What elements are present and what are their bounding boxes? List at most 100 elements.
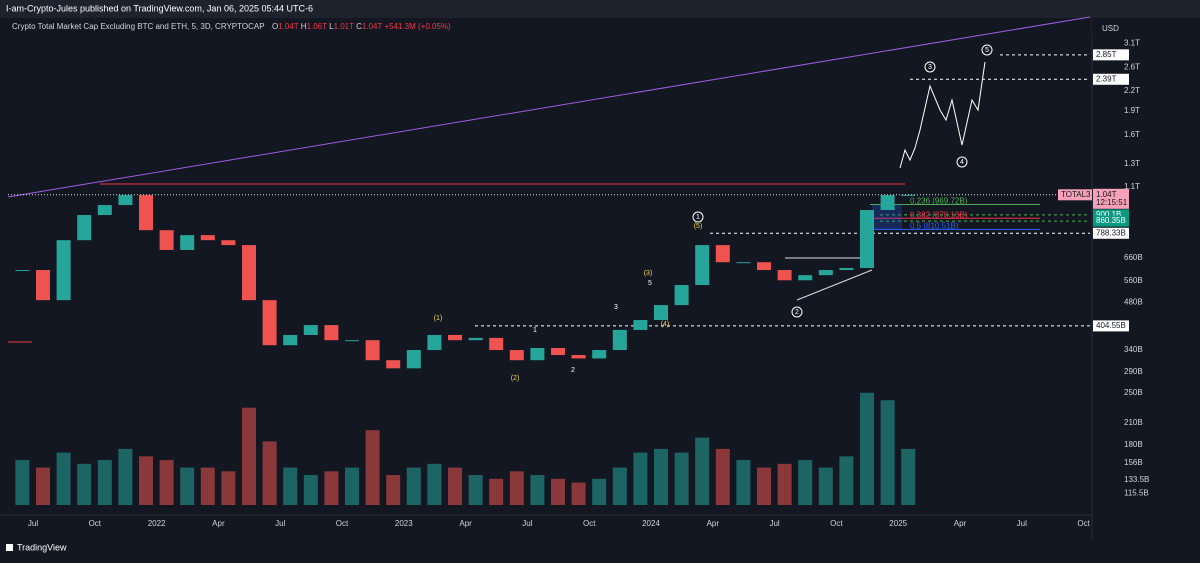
price-marker-label: 404.55B [1096, 321, 1126, 330]
volume-bar [901, 448, 916, 505]
candle [406, 350, 421, 369]
volume-bar [633, 452, 648, 505]
candle [818, 270, 833, 276]
wave-circle [956, 156, 968, 168]
wave-label: 1 [696, 214, 700, 221]
candle [427, 334, 442, 351]
y-tick-label: 1.6T [1124, 130, 1140, 139]
volume-bar [77, 463, 92, 505]
currency[interactable]: USD [1102, 24, 1119, 33]
volume-bar [324, 471, 339, 505]
legend-ohlc: O1.04T H1.06T L1.01T C1.04T +541.3M (+0.… [272, 22, 451, 31]
legend-symbol: Crypto Total Market Cap Excluding BTC an… [12, 22, 265, 31]
fib-label: 0.236 (969.72B) [910, 197, 968, 206]
fib-label: 0.382 (878.16B) [910, 210, 968, 219]
wave-circle [924, 61, 936, 73]
candle [139, 195, 153, 231]
volume-bar [448, 467, 462, 505]
y-tick-label: 560B [1124, 276, 1143, 285]
volume-bar [283, 467, 298, 505]
candle [798, 275, 813, 281]
volume-bar [242, 407, 256, 505]
projection-path [899, 61, 986, 169]
y-tick-label: 480B [1124, 297, 1143, 306]
wave-label: 4 [960, 159, 964, 166]
c: 1.04T [362, 22, 383, 31]
currency-box [1092, 18, 1200, 38]
candle [345, 340, 359, 342]
candle [654, 305, 668, 321]
wave-circle [981, 44, 993, 56]
volume-bar [777, 463, 792, 505]
y-tick-label: 340B [1124, 345, 1143, 354]
volume-bar [798, 460, 813, 505]
y-tick-label: 1.1T [1124, 182, 1140, 191]
candle [56, 240, 71, 301]
candle [736, 262, 751, 264]
volume-bar [489, 478, 504, 505]
volume-bar [530, 475, 545, 505]
volume-bar [880, 400, 895, 505]
y-tick-label: 1.9T [1124, 106, 1140, 115]
price-marker-label: 2.85T [1096, 50, 1117, 59]
volume-bar [715, 448, 730, 505]
o: 1.04T [278, 22, 299, 31]
candle [468, 337, 483, 341]
volume-bar [56, 452, 71, 505]
last-price-label: 1.04T [1096, 190, 1117, 199]
volume-bar [674, 452, 689, 505]
y-tick-label: 1.3T [1124, 159, 1140, 168]
candle [489, 337, 504, 351]
y-tick-label: 3.1T [1124, 38, 1140, 47]
candle [386, 360, 401, 369]
price-marker-box [1093, 227, 1129, 239]
x-tick-label: Jul [522, 519, 532, 528]
price-marker-box [1093, 320, 1129, 332]
candle [757, 262, 771, 271]
volume-bar [386, 475, 401, 505]
x-tick-label: Apr [212, 519, 225, 528]
volume-bar [97, 460, 112, 505]
candle [674, 285, 689, 306]
volume-tick-label: 156B [1124, 458, 1143, 467]
x-tick-label: Oct [583, 519, 596, 528]
candle [242, 245, 256, 301]
h: 1.06T [307, 22, 328, 31]
wave-label: 2 [571, 367, 575, 374]
price-marker-box [1093, 73, 1129, 85]
candle [262, 300, 277, 346]
price-marker-label: 788.33B [1096, 228, 1126, 237]
volume-bar [15, 460, 30, 505]
volume-bar [200, 467, 215, 505]
h-key: H [301, 22, 307, 31]
volume-bar [118, 448, 133, 505]
y-tick-label: 660B [1124, 253, 1143, 262]
price-marker-box [1093, 49, 1129, 61]
candle [159, 230, 174, 250]
candle [715, 245, 730, 263]
wave-circle [692, 211, 704, 223]
candle [303, 325, 318, 335]
price-marker-label: 2.39T [1096, 74, 1117, 83]
volume-tick-label: 180B [1124, 440, 1143, 449]
x-tick-label: Apr [707, 519, 720, 528]
candle [509, 350, 524, 361]
change: +541.3M (+0.05%) [384, 22, 451, 31]
footer-brand: TradingView [17, 542, 67, 552]
last-name: TOTAL3 [1061, 190, 1091, 199]
volume-bar [365, 430, 380, 505]
x-tick-label: Oct [1077, 519, 1090, 528]
x-tick-label: 2022 [148, 519, 166, 528]
volume-bar [180, 467, 195, 505]
last-price-box [1093, 188, 1129, 209]
volume-tick-label: 133.5B [1124, 475, 1149, 484]
price-marker-label: 900.1B [1096, 210, 1121, 219]
volume-tick-label: 250B [1124, 388, 1143, 397]
volume-bar [345, 467, 359, 505]
wave-label: 5 [648, 280, 652, 287]
wave-label: 3 [928, 64, 932, 71]
x-tick-label: Jul [1017, 519, 1027, 528]
triangle-bottom [796, 269, 873, 301]
